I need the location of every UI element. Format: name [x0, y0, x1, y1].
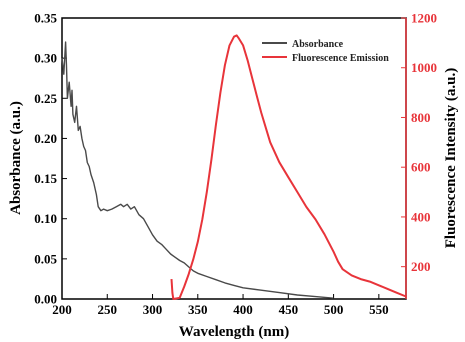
right-y-axis-title: Fluorescence Intensity (a.u.)	[443, 68, 459, 249]
x-tick-label: 550	[369, 302, 389, 317]
left-y-tick-label: 0.00	[34, 292, 57, 307]
right-y-axis-ticks: 200 400 600 800 1000 1200	[401, 11, 437, 274]
x-tick-label: 300	[143, 302, 163, 317]
right-y-tick-label: 200	[411, 259, 431, 274]
left-y-tick-label: 0.15	[34, 171, 57, 186]
legend-label-absorbance: Absorbance	[292, 39, 344, 50]
series-line-fluorescence-emission	[170, 34, 407, 300]
x-tick-label: 250	[98, 302, 118, 317]
x-tick-label: 350	[188, 302, 208, 317]
left-y-tick-label: 0.20	[34, 131, 57, 146]
right-y-tick-label: 400	[411, 209, 431, 224]
x-axis-ticks: 200 250 300 350 400 450 500 550	[52, 294, 389, 317]
left-y-tick-label: 0.35	[34, 11, 57, 26]
left-y-tick-label: 0.30	[34, 51, 57, 66]
legend-label-fluorescence: Fluorescence Emission	[292, 53, 389, 64]
left-y-tick-label: 0.05	[34, 251, 57, 266]
left-y-tick-label: 0.10	[34, 211, 57, 226]
x-tick-label: 450	[279, 302, 299, 317]
x-tick-label: 500	[324, 302, 344, 317]
right-y-tick-label: 800	[411, 110, 431, 125]
x-tick-label: 400	[233, 302, 253, 317]
left-y-axis-ticks: 0.00 0.05 0.10 0.15 0.20 0.25 0.30 0.35	[34, 11, 67, 307]
x-axis-title: Wavelength (nm)	[179, 324, 289, 340]
series-layer	[61, 34, 407, 300]
left-y-axis-title: Absorbance (a.u.)	[8, 101, 24, 215]
right-y-tick-label: 600	[411, 160, 431, 175]
legend: Absorbance Fluorescence Emission	[262, 39, 389, 64]
series-line-absorbance	[61, 41, 334, 299]
right-y-tick-label: 1000	[411, 60, 437, 75]
x-tick-label: 200	[52, 302, 72, 317]
left-y-tick-label: 0.25	[34, 91, 57, 106]
right-y-tick-label: 1200	[411, 11, 437, 26]
